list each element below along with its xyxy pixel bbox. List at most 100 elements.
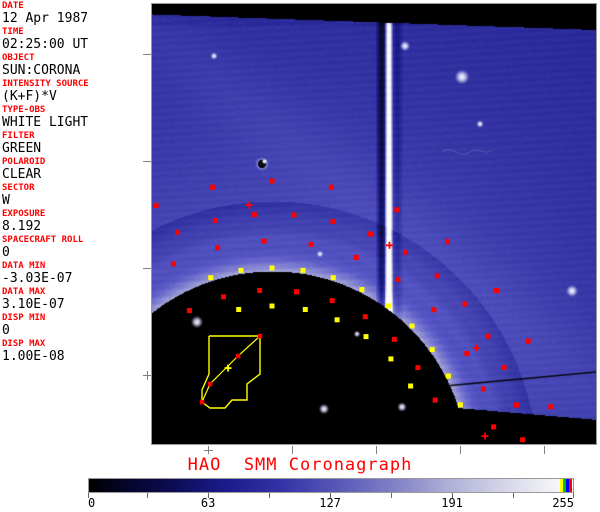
metadata-value: GREEN <box>2 141 42 156</box>
axis-tick-left <box>143 268 151 269</box>
data-point-marker <box>491 424 497 430</box>
data-point-marker <box>457 402 463 408</box>
data-point-marker <box>362 314 368 320</box>
metadata-row: EXPOSURE 8.192 <box>2 209 148 234</box>
data-point-marker <box>409 323 415 329</box>
colorbar-major-tick <box>208 493 209 498</box>
metadata-label: TIME <box>2 27 24 37</box>
metadata-label: OBJECT <box>2 53 35 63</box>
axis-tick-left <box>143 161 151 162</box>
data-point-marker <box>269 303 275 309</box>
axis-tick-bottom-center <box>204 450 213 451</box>
plus-marker <box>472 344 480 352</box>
data-point-marker <box>175 229 181 235</box>
colorbar-end-marker <box>569 479 572 492</box>
data-point-marker <box>485 333 491 339</box>
metadata-row: SECTOR W <box>2 183 148 208</box>
data-point-marker <box>445 238 450 244</box>
data-point-marker <box>238 267 244 273</box>
data-point-marker <box>330 219 336 224</box>
chart-title: HAO SMM Coronagraph <box>187 455 413 475</box>
data-point-marker <box>329 298 335 304</box>
metadata-value: 8.192 <box>2 219 42 234</box>
axis-tick-left-center <box>147 371 148 380</box>
metadata-label: DATA MAX <box>2 287 46 297</box>
plus-marker <box>245 201 253 209</box>
metadata-row: TIME 02:25:00 UT <box>2 27 148 52</box>
metadata-label: SPACECRAFT ROLL <box>2 235 84 245</box>
axis-tick-bottom <box>376 446 377 454</box>
data-point-marker <box>210 184 216 190</box>
data-point-marker <box>415 365 421 371</box>
metadata-label: TYPE-OBS <box>2 105 46 115</box>
metadata-label: POLAROID <box>2 157 46 167</box>
colorbar-minor-tick <box>513 493 514 498</box>
data-point-marker <box>432 397 438 403</box>
colorbar-tick-label: 255 <box>552 496 574 510</box>
data-point-marker <box>403 249 408 255</box>
data-point-marker <box>257 333 263 339</box>
colorbar-tick-label: 191 <box>441 496 463 510</box>
data-point-marker <box>385 303 391 309</box>
metadata-value: 1.00E-08 <box>2 349 65 364</box>
metadata-row: DISP MIN 0 <box>2 313 148 338</box>
axis-tick-bottom <box>544 446 545 454</box>
data-point-marker <box>291 212 297 218</box>
data-point-marker <box>514 402 519 408</box>
metadata-row: SPACECRAFT ROLL 0 <box>2 235 148 260</box>
data-point-marker <box>434 273 440 279</box>
data-point-marker <box>153 203 159 209</box>
colorbar-major-tick <box>573 493 574 498</box>
colorbar-tick-label: 0 <box>88 496 96 510</box>
data-point-marker <box>251 212 257 218</box>
data-point-marker <box>330 275 336 281</box>
data-point-marker <box>363 334 369 340</box>
metadata-value: 0 <box>2 323 10 338</box>
colorbar-ticks <box>88 493 574 499</box>
data-point-marker <box>221 294 226 300</box>
data-point-marker <box>207 381 213 387</box>
metadata-label: INTENSITY SOURCE <box>2 79 89 89</box>
marker-overlay <box>153 178 554 443</box>
metadata-value: 02:25:00 UT <box>2 37 89 52</box>
metadata-row: DATA MAX 3.10E-07 <box>2 287 148 312</box>
data-point-marker <box>548 404 554 410</box>
data-point-marker <box>429 347 435 353</box>
data-point-marker <box>328 184 334 190</box>
coronagraph-image-panel[interactable] <box>151 3 597 445</box>
metadata-panel: DATE 12 Apr 1987 TIME 02:25:00 UT OBJECT SUN:… <box>0 0 148 445</box>
data-point-marker <box>236 307 242 312</box>
colorbar-major-tick <box>452 493 453 498</box>
metadata-row: TYPE-OBS WHITE LIGHT <box>2 105 148 130</box>
data-point-marker <box>464 351 470 356</box>
metadata-value: 0 <box>2 245 10 260</box>
metadata-row: INTENSITY SOURCE (K+F)*V <box>2 79 148 104</box>
data-point-marker <box>462 301 468 307</box>
data-point-marker <box>395 277 401 282</box>
colorbar-minor-tick <box>269 493 270 498</box>
data-point-marker <box>294 289 299 295</box>
colorbar-end-marker <box>563 479 566 492</box>
colorbar-tick-label: 63 <box>200 496 216 510</box>
data-point-marker <box>261 238 267 244</box>
data-point-marker <box>334 317 340 323</box>
data-point-marker <box>212 218 218 223</box>
metadata-value: 3.10E-07 <box>2 297 65 312</box>
colorbar-major-tick <box>88 493 89 498</box>
data-point-marker <box>525 338 531 344</box>
metadata-label: DATE <box>2 1 24 11</box>
data-point-marker <box>269 265 275 271</box>
metadata-row: DATE 12 Apr 1987 <box>2 1 148 26</box>
data-point-marker <box>480 386 486 392</box>
data-point-marker <box>269 178 275 184</box>
data-point-marker <box>257 287 263 293</box>
axis-tick-bottom <box>292 446 293 454</box>
colorbar-gradient <box>88 478 574 493</box>
data-point-marker <box>368 231 373 237</box>
coronagraph-image[interactable] <box>152 4 596 444</box>
data-point-marker <box>359 287 365 293</box>
data-point-marker <box>431 307 437 313</box>
metadata-row: FILTER GREEN <box>2 131 148 156</box>
colorbar-end-marker <box>566 479 569 492</box>
